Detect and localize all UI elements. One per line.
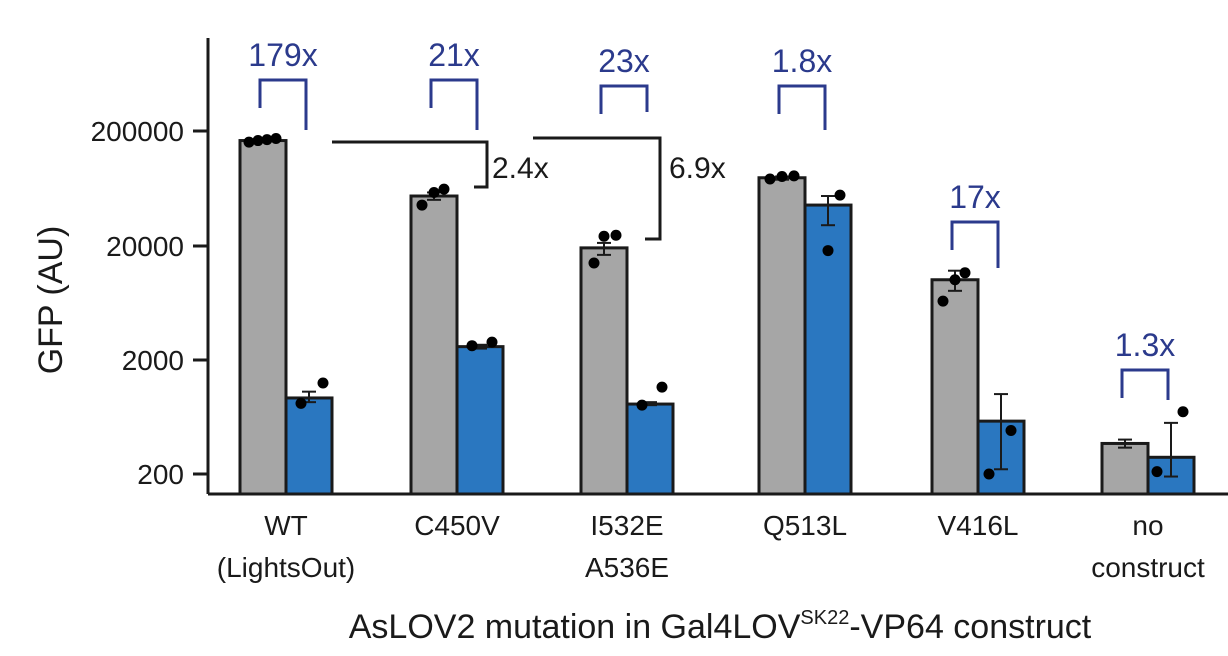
x-axis-title: AsLOV2 mutation in Gal4LOVSK22-VP64 cons… (349, 607, 1092, 646)
fold-change-bracket (599, 84, 649, 114)
fold-change-label: 1.8x (772, 43, 832, 79)
category-label: no (1132, 510, 1163, 541)
bars (238, 139, 1196, 496)
fold-change-label: 21x (428, 37, 480, 73)
data-point (788, 170, 800, 182)
dark-bar (579, 246, 629, 496)
comparison-label: 2.4x (492, 152, 549, 185)
data-point (776, 170, 788, 182)
category-label: A536E (585, 552, 669, 583)
y-tick-label: 200 (137, 459, 184, 490)
fold-change-bracket (1120, 368, 1170, 400)
light-bar (284, 396, 334, 496)
fold-change-bracket (258, 78, 308, 130)
data-point (588, 257, 600, 269)
data-point (656, 381, 668, 393)
light-bar (455, 345, 505, 496)
y-tick-label: 200000 (91, 116, 184, 147)
y-tick-label: 20000 (106, 231, 184, 262)
data-point (261, 134, 273, 146)
category-label: WT (264, 510, 308, 541)
data-point (1005, 425, 1017, 437)
data-point (610, 229, 622, 241)
dark-bar (930, 278, 980, 496)
data-point (959, 267, 971, 279)
data-point (983, 468, 995, 480)
category-label: I532E (590, 510, 663, 541)
comparison-bracket (533, 136, 662, 241)
data-point (486, 336, 498, 348)
dark-bar (409, 194, 459, 496)
category-label: (LightsOut) (217, 552, 356, 583)
dark-bar (1100, 441, 1150, 496)
x-axis-title-tail: -VP64 construct (849, 608, 1091, 646)
y-axis-title: GFP (AU) (32, 226, 70, 375)
fold-change-bracket (429, 78, 479, 130)
data-point (636, 399, 648, 411)
fold-change-brackets: 179x 21x 23x 1.8x 17x 1.3x 2.4x 6.9x (248, 37, 1175, 400)
y-ticks: 200000 20000 2000 200 (91, 116, 208, 490)
data-point (270, 132, 282, 144)
data-point (822, 245, 834, 257)
data-point (243, 136, 255, 148)
dark-bar (238, 139, 288, 496)
fold-change-bracket (777, 84, 827, 130)
data-point (466, 340, 478, 352)
data-point (949, 274, 961, 286)
comparison-bracket (332, 140, 489, 189)
category-label: construct (1091, 552, 1205, 583)
category-label: Q513L (763, 510, 847, 541)
data-point (937, 295, 949, 307)
data-point (295, 397, 307, 409)
x-axis-title-sup: SK22 (800, 607, 849, 629)
data-point (1151, 466, 1163, 478)
dark-bar (757, 176, 807, 496)
fold-change-bracket (950, 220, 1000, 268)
x-category-labels: WT (LightsOut) C450V I532E A536E Q513L V… (217, 510, 1205, 583)
data-point (598, 230, 610, 242)
fold-change-label: 23x (598, 43, 650, 79)
data-point (1177, 406, 1189, 418)
fold-change-label: 17x (949, 179, 1001, 215)
y-tick-label: 2000 (122, 345, 184, 376)
data-points (243, 132, 1189, 480)
data-point (834, 189, 846, 201)
data-point (428, 186, 440, 198)
x-axis-title-main: AsLOV2 mutation in Gal4LOV (349, 608, 801, 646)
category-label: V416L (938, 510, 1019, 541)
light-bar (625, 402, 675, 496)
fold-change-label: 1.3x (1115, 327, 1175, 363)
data-point (764, 173, 776, 185)
fold-change-label: 179x (248, 37, 317, 73)
error-bars (256, 138, 1178, 478)
data-point (416, 199, 428, 211)
category-label: C450V (414, 510, 500, 541)
data-point (317, 377, 329, 389)
data-point (438, 183, 450, 195)
data-point (252, 135, 264, 147)
comparison-label: 6.9x (669, 152, 726, 185)
